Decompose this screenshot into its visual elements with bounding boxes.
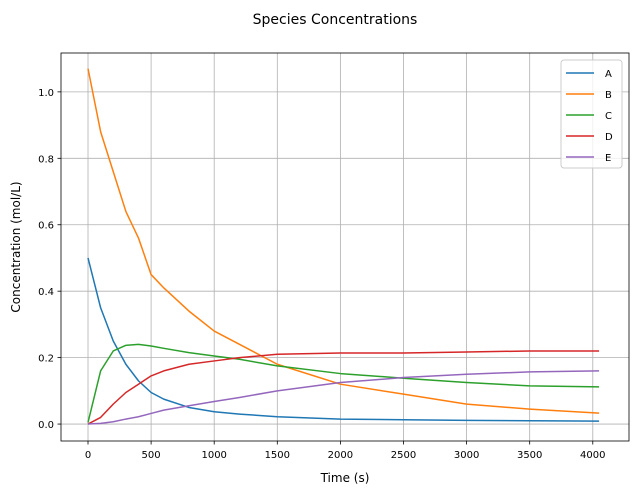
legend-label-a: A	[605, 69, 612, 80]
legend-label-c: C	[605, 111, 612, 122]
legend-box	[560, 59, 623, 169]
series-line-b	[87, 68, 600, 414]
y-tick-label: 0.2	[38, 354, 54, 365]
y-tick-label: 0.4	[38, 287, 54, 298]
x-tick-label: 3500	[517, 450, 542, 461]
x-tick-label: 4000	[580, 450, 605, 461]
x-tick-label: 2500	[391, 450, 416, 461]
chart-title: Species Concentrations	[253, 12, 418, 28]
series-line-e	[87, 370, 600, 425]
x-tick-label: 1500	[265, 450, 290, 461]
legend-label-b: B	[605, 90, 612, 101]
x-tick-label: 1000	[201, 450, 226, 461]
x-tick-label: 2000	[328, 450, 353, 461]
y-axis-label: Concentration (mol/L)	[9, 181, 23, 312]
y-tick-label: 0.8	[38, 154, 54, 165]
x-tick-label: 500	[142, 450, 161, 461]
legend-label-e: E	[605, 153, 611, 164]
y-tick-label: 1.0	[38, 88, 54, 99]
series-line-c	[87, 343, 600, 423]
y-tick-label: 0.6	[38, 221, 54, 232]
x-tick-label: 0	[85, 450, 91, 461]
series-line-d	[87, 350, 600, 425]
legend-label-d: D	[605, 132, 613, 143]
y-tick-label: 0.0	[38, 420, 54, 431]
x-tick-label: 3000	[454, 450, 479, 461]
plot-frame	[60, 52, 630, 442]
x-axis-label: Time (s)	[320, 471, 370, 485]
series-line-a	[87, 257, 600, 422]
